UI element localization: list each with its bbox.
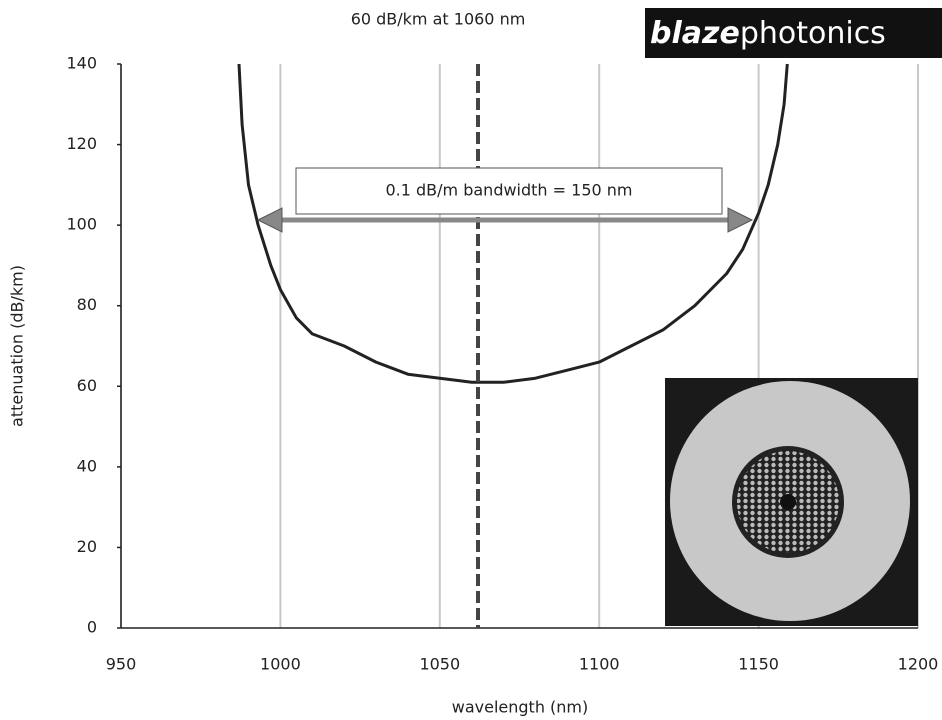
logo-bg (645, 8, 942, 58)
bandwidth-annotation: 0.1 dB/m bandwidth = 150 nm (256, 167, 754, 233)
x-tick-label: 1100 (579, 655, 620, 674)
arrow-head-right (727, 207, 754, 233)
y-tick-label: 0 (87, 618, 97, 637)
grid: 950 1000 1050 1100 1150 1200 0 20 40 60 80 100 120 14… (66, 54, 938, 674)
x-axis-label: wavelength (nm) (452, 698, 589, 717)
annotation-box (295, 167, 723, 215)
x-tick-label: 1150 (738, 655, 779, 674)
y-axis-label: attenuation (dB/km) (8, 265, 27, 427)
y-tick-label: 40 (77, 456, 97, 475)
x-tick-label: 1000 (260, 655, 301, 674)
y-tick-label: 100 (66, 215, 97, 234)
x-tick-label: 1050 (419, 655, 460, 674)
annotation-top: 60 dB/km at 1060 nm (351, 10, 526, 29)
y-tick-label: 60 (77, 376, 97, 395)
arrow-head-left (256, 207, 283, 233)
y-tick-label: 140 (66, 54, 97, 73)
fiber-inset (665, 378, 918, 626)
attenuation-line (237, 63, 789, 384)
annotation-bandwidth: 0.1 dB/m bandwidth = 150 nm (385, 181, 632, 200)
logo-light: photonics (740, 16, 886, 51)
x-tick-label: 950 (106, 655, 137, 674)
logo-text: blazephotonics (650, 16, 886, 51)
y-tick-label: 80 (77, 295, 97, 314)
y-tick-label: 120 (66, 134, 97, 153)
plot (237, 63, 789, 384)
y-tick-label: 20 (77, 537, 97, 556)
logo-bold: blaze (650, 16, 740, 51)
fiber-core (780, 494, 796, 510)
logo: blazephotonics (645, 8, 942, 58)
x-tick-label: 1200 (898, 655, 939, 674)
